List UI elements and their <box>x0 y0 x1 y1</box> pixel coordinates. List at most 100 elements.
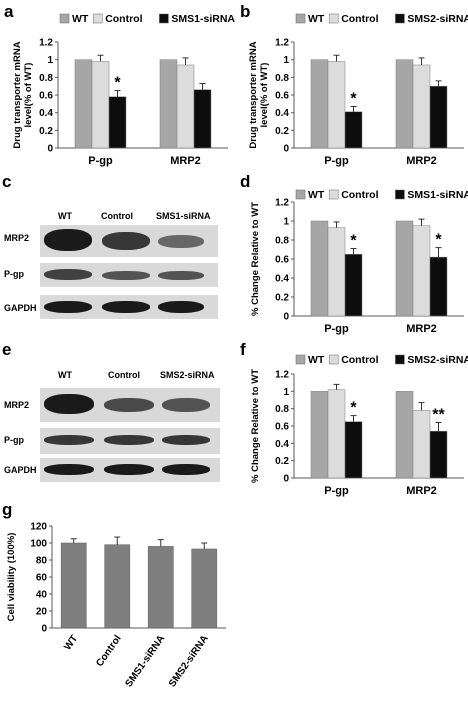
chart-a-bar <box>176 64 195 149</box>
panel-letter-d: d <box>240 172 251 191</box>
chart-b: 0 0.2 0.4 0.6 0.8 1 1.2 Drug transporter mRNAle… <box>248 13 468 167</box>
chart-f-legend-label: Control <box>341 354 378 366</box>
panel-letter-a: a <box>4 2 14 21</box>
chart-g-bar <box>104 544 131 629</box>
blot-c-band-gapdh-wt <box>44 301 92 313</box>
chart-d-bar <box>310 220 329 317</box>
chart-f-ytick-label: 1.2 <box>275 370 289 381</box>
chart-d-ytick-label: 0.4 <box>275 274 289 285</box>
chart-g-ytick-label: 40 <box>36 590 48 601</box>
blot-e-band-gapdh-sirna <box>162 464 210 475</box>
chart-b-bar <box>344 111 363 149</box>
blot-c-band-mrp2-sirna <box>158 235 204 248</box>
western-blot-c: WT Control SMS1-siRNA MRP2 P-gp GAPDH <box>0 195 236 335</box>
blot-e-band-mrp2-sirna <box>162 398 210 412</box>
blot-c-row-1: MRP2 <box>4 233 30 243</box>
chart-b-bar <box>310 59 329 149</box>
chart-g-ytick-label: 80 <box>36 556 48 567</box>
blot-c-band-mrp2-control <box>102 232 150 250</box>
chart-g-bar <box>60 542 87 629</box>
chart-f-bar <box>429 430 448 479</box>
chart-g-ytick-label: 100 <box>30 539 47 550</box>
chart-a-ytick-label: 0.4 <box>39 108 53 119</box>
chart-f-legend-swatch <box>395 354 405 365</box>
chart-f-significance-mark: ** <box>432 407 445 424</box>
chart-a-ytick-label: 1 <box>47 55 53 66</box>
panel-letter-f: f <box>240 340 246 359</box>
blot-c-band-gapdh-control <box>102 301 150 313</box>
chart-b-bar <box>412 64 431 149</box>
blot-c-row-2: P-gp <box>4 269 24 279</box>
chart-b-category-label: MRP2 <box>406 155 437 167</box>
chart-g-ytick-label: 0 <box>41 624 47 635</box>
panel-letter-b: b <box>240 2 251 21</box>
chart-f-bar <box>344 421 363 479</box>
blot-c-band-pgp-control <box>102 271 150 280</box>
chart-b-ytick-label: 0.8 <box>275 73 289 84</box>
chart-b-category-label: P-gp <box>324 155 349 167</box>
panel-letter-g: g <box>2 500 13 519</box>
chart-b-ytick-label: 0 <box>283 144 289 155</box>
blot-e-lane-1: WT <box>58 370 72 380</box>
chart-f-category-label: P-gp <box>324 485 349 497</box>
chart-f-legend-swatch <box>295 354 306 365</box>
blot-e-band-gapdh-wt <box>44 464 94 475</box>
chart-d-significance-mark: * <box>435 232 442 249</box>
chart-f: 0 0.2 0.4 0.6 0.8 1 1.2 % Change Relative to WT… <box>250 354 468 497</box>
chart-a-bar <box>159 59 178 149</box>
chart-d-legend-label: SMS1-siRNA <box>407 189 468 201</box>
blot-e-band-pgp-control <box>104 435 154 445</box>
chart-a-bar <box>74 59 93 149</box>
blot-c-lane-1: WT <box>58 211 72 221</box>
chart-f-category-label: MRP2 <box>406 485 437 497</box>
blot-c-lane-2: Control <box>101 211 133 221</box>
chart-a-legend-swatch <box>59 13 70 24</box>
chart-f-legend-swatch <box>328 354 339 365</box>
chart-a-category-label: MRP2 <box>170 155 201 167</box>
chart-d-legend-swatch <box>328 189 339 200</box>
chart-b-legend-swatch <box>328 13 339 24</box>
chart-a-ytick-label: 0.2 <box>39 126 53 137</box>
chart-d-significance-mark: * <box>350 233 357 250</box>
blot-c-band-pgp-wt <box>44 269 92 280</box>
panel-letter-c: c <box>2 172 12 191</box>
chart-f-bar <box>327 389 346 479</box>
chart-d: 0 0.2 0.4 0.6 0.8 1 1.2 % Change Relative to WT… <box>250 189 468 335</box>
chart-a-bar <box>91 61 110 149</box>
chart-f-legend-label: SMS2-siRNA <box>407 354 468 366</box>
chart-d-legend-label: Control <box>341 189 378 201</box>
chart-b-legend-swatch <box>295 13 306 24</box>
chart-a-ytick-label: 1.2 <box>39 38 53 49</box>
chart-a: 0 0.2 0.4 0.6 0.8 1 1.2 Drug transporter mRNAle… <box>12 13 235 167</box>
blot-e-lane-2: Control <box>108 370 140 380</box>
chart-a-legend-label: Control <box>105 13 142 25</box>
chart-d-ytick-label: 1.2 <box>275 198 289 209</box>
chart-d-bar <box>344 254 363 317</box>
chart-a-bar <box>193 89 212 149</box>
chart-d-legend-label: WT <box>308 189 325 201</box>
chart-g-ylabel: Cell viability (100%) <box>6 533 17 622</box>
chart-g-category-label: SMS1-siRNA <box>123 633 167 689</box>
chart-g-category-label: SMS2-siRNA <box>167 633 211 689</box>
chart-a-legend-label: WT <box>72 13 89 25</box>
chart-f-ytick-label: 0 <box>283 474 289 485</box>
chart-a-category-label: P-gp <box>88 155 113 167</box>
chart-d-bar <box>395 220 414 317</box>
chart-g-bar <box>147 546 174 629</box>
chart-b-legend-label: WT <box>308 13 325 25</box>
chart-a-ytick-label: 0.6 <box>39 91 53 102</box>
chart-d-bar <box>429 256 448 317</box>
chart-g-ytick-label: 20 <box>36 607 48 618</box>
chart-g-category-label: Control <box>94 633 124 669</box>
chart-b-bar <box>395 59 414 149</box>
chart-d-bar <box>327 227 346 317</box>
chart-f-significance-mark: * <box>350 400 357 417</box>
chart-f-ytick-label: 0.6 <box>275 422 289 433</box>
chart-f-bar <box>395 391 414 479</box>
blot-e-band-mrp2-wt <box>44 394 94 414</box>
chart-b-ytick-label: 0.2 <box>275 126 289 137</box>
blot-e-band-pgp-sirna <box>162 435 210 445</box>
blot-e-band-gapdh-control <box>104 464 154 475</box>
chart-d-ytick-label: 0.6 <box>275 255 289 266</box>
chart-a-ylabel: Drug transporter mRNAlevel(% of WT) <box>12 41 34 148</box>
